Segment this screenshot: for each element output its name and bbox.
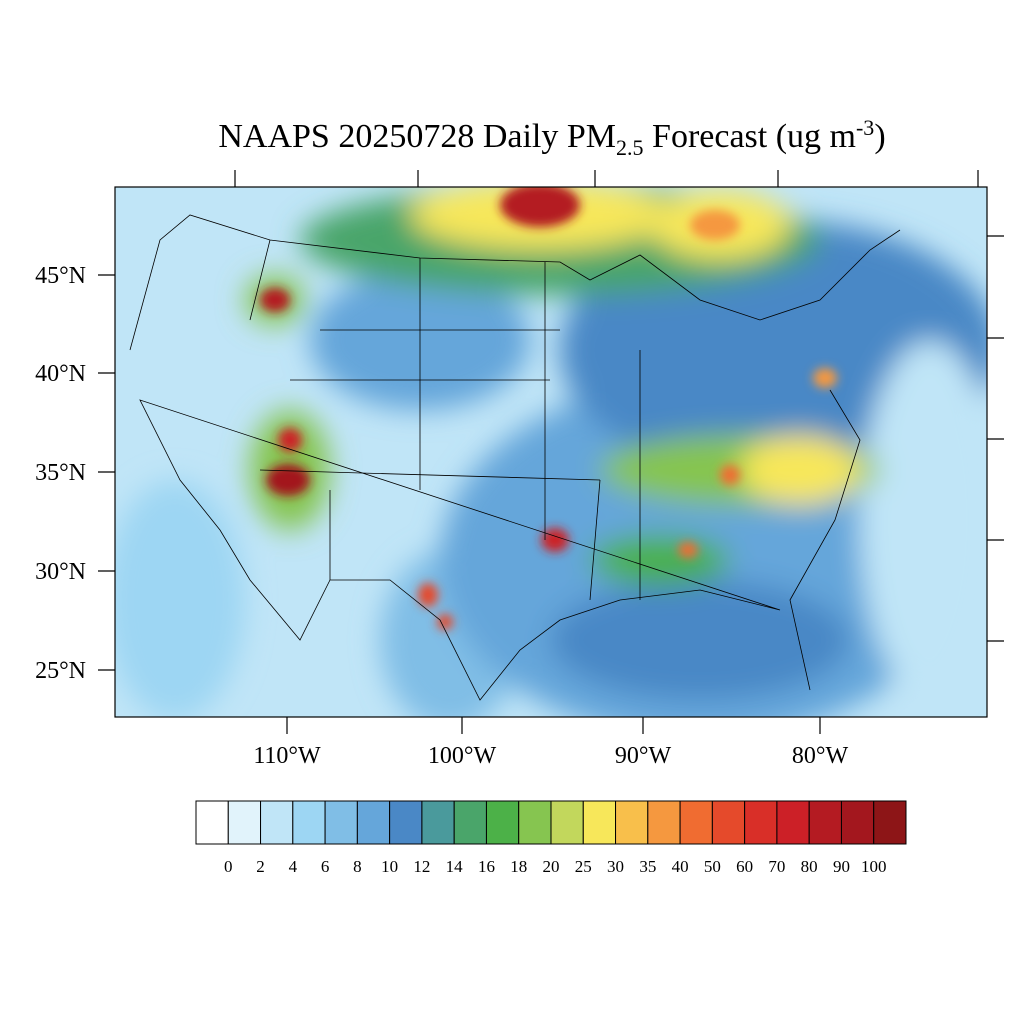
colorbar-label: 4 (289, 857, 298, 876)
lon-label: 80°W (792, 743, 849, 769)
title-mid: Forecast (ug m (644, 118, 856, 155)
colorbar-box (744, 800, 778, 845)
colorbar-box (647, 800, 681, 845)
lat-labels: 45°N 40°N 35°N 30°N 25°N (35, 263, 86, 684)
lon-label: 90°W (615, 743, 672, 769)
colorbar-label: 30 (607, 857, 624, 876)
colorbar-label: 0 (224, 857, 233, 876)
colorbar-label: 20 (543, 857, 560, 876)
colorbar-label: 12 (413, 857, 430, 876)
colorbar-box (873, 800, 907, 845)
colorbar-label: 18 (510, 857, 527, 876)
colorbar-label: 8 (353, 857, 362, 876)
colorbar-label: 16 (478, 857, 495, 876)
title-end: ) (874, 118, 885, 155)
colorbar-label: 100 (861, 857, 887, 876)
lon-label: 110°W (253, 743, 321, 769)
colorbar-label: 90 (833, 857, 850, 876)
title-sub: 2.5 (616, 135, 644, 160)
title: NAAPS 20250728 Daily PM2.5 Forecast (ug … (218, 115, 885, 160)
colorbar-label: 40 (672, 857, 689, 876)
colorbar-box (292, 800, 326, 845)
colorbar-box (227, 800, 262, 845)
colorbar-label: 35 (639, 857, 656, 876)
colorbar-box (485, 800, 520, 845)
colorbar-box (324, 800, 358, 845)
colorbar-label: 25 (575, 857, 592, 876)
lat-label: 30°N (35, 559, 86, 585)
colorbar-box (518, 800, 552, 845)
map-frame (114, 186, 988, 718)
colorbar-box (711, 800, 746, 845)
pm-field (115, 187, 987, 717)
lon-labels: 110°W 100°W 90°W 80°W (253, 743, 848, 769)
colorbar: 0 2 4 6 8 10 12 14 16 18 20 25 30 35 40 50 60 70 80 90 100 (195, 800, 907, 876)
colorbar-box (550, 800, 584, 845)
borders (129, 214, 901, 701)
colorbar-label: 50 (704, 857, 721, 876)
colorbar-label: 2 (256, 857, 265, 876)
lon-label: 100°W (428, 743, 497, 769)
colorbar-box (453, 800, 487, 845)
colorbar-box (356, 800, 391, 845)
colorbar-box (195, 800, 229, 845)
lat-label: 45°N (35, 263, 86, 289)
lat-label: 35°N (35, 460, 86, 486)
colorbar-label: 14 (446, 857, 464, 876)
colorbar-label: 80 (801, 857, 818, 876)
graticule-ticks (98, 170, 1004, 734)
lat-label: 40°N (35, 361, 86, 387)
colorbar-box (615, 800, 649, 845)
colorbar-box (776, 800, 810, 845)
colorbar-label: 60 (736, 857, 753, 876)
colorbar-label: 70 (768, 857, 785, 876)
colorbar-box (840, 800, 875, 845)
title-sup: -3 (856, 115, 874, 140)
title-main: NAAPS 20250728 Daily PM (218, 118, 616, 155)
colorbar-box (582, 800, 617, 845)
colorbar-box (679, 800, 713, 845)
colorbar-box (808, 800, 842, 845)
colorbar-box (260, 800, 294, 845)
colorbar-label: 10 (381, 857, 398, 876)
lat-label: 25°N (35, 658, 86, 684)
colorbar-box (389, 800, 423, 845)
colorbar-label: 6 (321, 857, 330, 876)
colorbar-box (421, 800, 455, 845)
